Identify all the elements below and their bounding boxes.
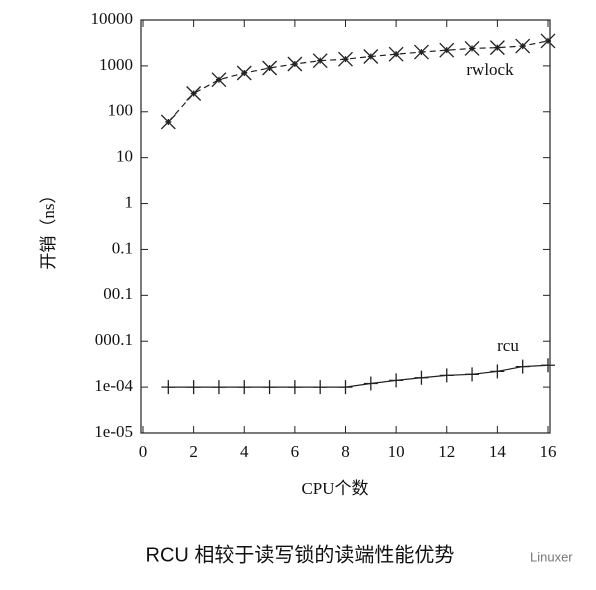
marker	[490, 364, 505, 379]
marker	[262, 380, 277, 395]
marker-shape	[287, 56, 303, 72]
caption: RCU 相较于读写锁的读端性能优势	[146, 543, 455, 566]
marker-shape	[363, 49, 379, 64]
marker	[211, 72, 227, 88]
marker-shape	[464, 40, 480, 56]
marker-shape	[413, 44, 429, 60]
marker	[312, 53, 328, 69]
marker	[363, 49, 379, 64]
marker-shape	[160, 114, 176, 130]
marker	[287, 56, 303, 72]
y-tick-label: 10	[116, 147, 133, 166]
marker-shape	[465, 367, 480, 382]
marker	[313, 380, 328, 395]
x-tick-label: 16	[540, 442, 557, 461]
marker-shape	[313, 380, 328, 395]
y-tick-label: 00.1	[103, 284, 133, 303]
x-tick-label: 12	[438, 442, 455, 461]
marker	[236, 65, 252, 81]
marker-shape	[262, 60, 278, 76]
marker-shape	[287, 380, 302, 395]
marker	[211, 380, 226, 395]
watermark: Linuxer	[530, 549, 573, 564]
x-tick-label: 0	[139, 442, 148, 461]
marker	[160, 114, 176, 130]
marker	[237, 380, 252, 395]
marker-shape	[186, 380, 201, 395]
marker-shape	[262, 380, 277, 395]
series-line	[168, 364, 549, 388]
marker-shape	[236, 65, 252, 81]
marker-shape	[388, 46, 404, 62]
marker	[439, 42, 455, 58]
marker-shape	[414, 370, 429, 385]
marker	[262, 60, 278, 76]
marker	[541, 358, 555, 373]
marker	[186, 380, 201, 395]
marker	[489, 40, 505, 56]
marker	[414, 370, 429, 385]
marker-shape	[211, 380, 226, 395]
marker-shape	[439, 42, 455, 58]
plot-frame	[140, 19, 551, 434]
marker	[388, 46, 404, 62]
marker	[161, 380, 176, 395]
marker-shape	[541, 358, 555, 373]
marker	[363, 376, 378, 391]
marker-shape	[489, 40, 505, 56]
series-label: rcu	[497, 336, 519, 355]
x-tick-label: 6	[291, 442, 300, 461]
marker-shape	[211, 72, 227, 88]
marker-shape	[439, 368, 454, 383]
y-tick-label: 100	[108, 101, 134, 120]
marker	[338, 380, 353, 395]
marker	[515, 38, 531, 54]
y-tick-label: 1e-05	[94, 422, 133, 441]
marker-shape	[237, 380, 252, 395]
x-tick-label: 4	[240, 442, 249, 461]
series-line	[167, 40, 549, 123]
marker	[287, 380, 302, 395]
x-tick-label: 2	[189, 442, 198, 461]
marker	[413, 44, 429, 60]
y-axis-label: 开销（ns）	[39, 186, 58, 269]
x-tick-label: 10	[388, 442, 405, 461]
marker	[389, 373, 404, 388]
marker-shape	[540, 33, 556, 49]
marker	[338, 51, 353, 67]
y-tick-label: 1	[125, 192, 134, 211]
marker-shape	[161, 380, 176, 395]
marker-shape	[515, 359, 530, 374]
marker-shape	[312, 53, 328, 69]
series-label: rwlock	[466, 60, 514, 79]
y-tick-label: 0.1	[112, 238, 133, 257]
marker-shape	[338, 51, 353, 67]
y-tick-label: 1e-04	[94, 376, 133, 395]
marker	[515, 359, 530, 374]
marker-shape	[515, 38, 531, 54]
marker	[439, 368, 454, 383]
marker-shape	[490, 364, 505, 379]
y-tick-label: 10000	[91, 9, 134, 28]
marker-shape	[389, 373, 404, 388]
y-tick-label: 1000	[99, 55, 133, 74]
marker-shape	[186, 86, 202, 101]
x-tick-label: 14	[489, 442, 507, 461]
x-axis-label: CPU个数	[301, 479, 368, 498]
marker	[186, 86, 202, 101]
marker	[540, 33, 556, 49]
marker-shape	[338, 380, 353, 395]
marker-shape	[363, 376, 378, 391]
y-tick-label: 000.1	[95, 330, 133, 349]
marker	[465, 367, 480, 382]
marker	[464, 40, 480, 56]
x-tick-label: 8	[341, 442, 350, 461]
